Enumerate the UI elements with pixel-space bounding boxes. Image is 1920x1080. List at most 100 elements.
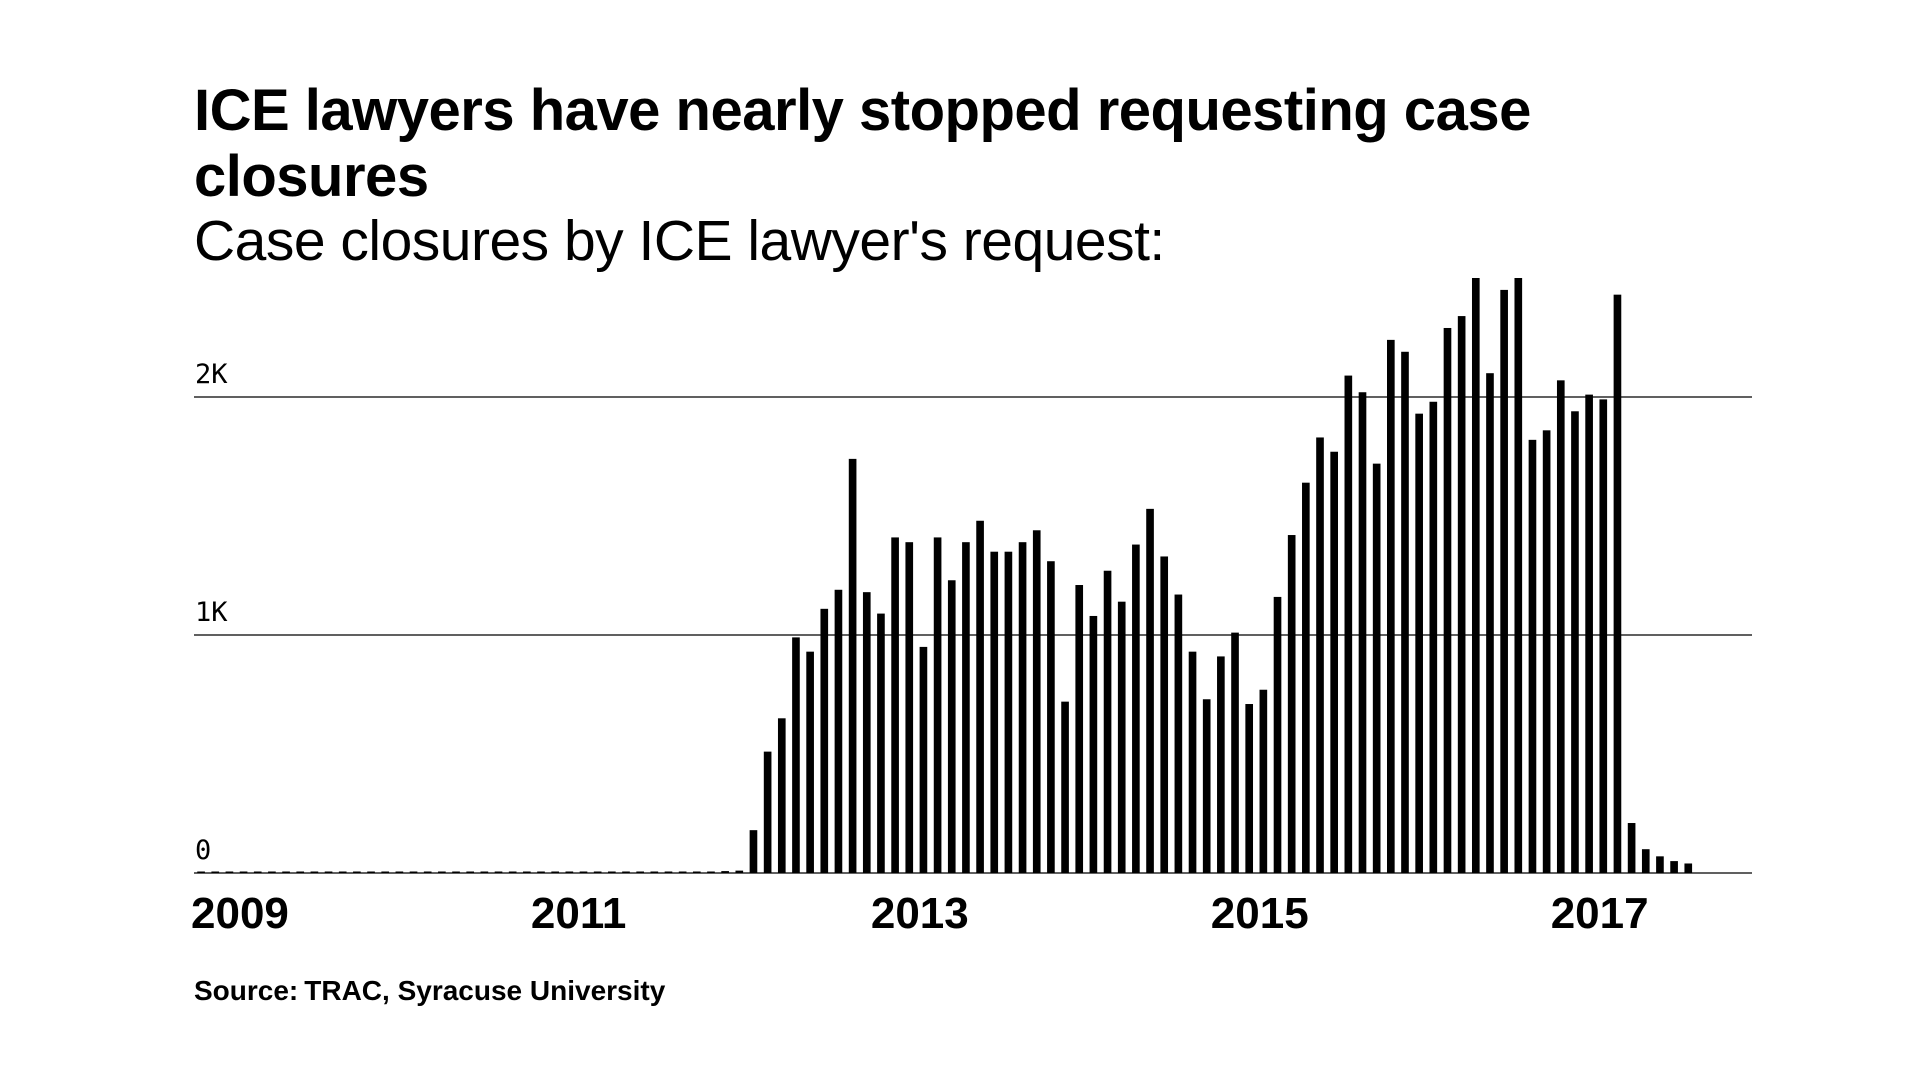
- source-note: Source: TRAC, Syracuse University: [194, 975, 665, 1007]
- y-tick-label: 1K: [195, 597, 228, 628]
- bar-2014-12: [1202, 699, 1211, 873]
- bar-2011-09: [650, 871, 659, 873]
- bar-2011-08: [636, 871, 644, 873]
- bar-2010-03: [395, 871, 404, 873]
- bar-2014-04: [1089, 615, 1098, 873]
- y-tick-label: 0: [195, 835, 211, 866]
- bar-2015-07: [1302, 482, 1310, 873]
- bar-2017-02: [1571, 411, 1579, 873]
- bar-2016-03: [1415, 413, 1423, 873]
- bar-2010-08: [466, 871, 475, 873]
- bar-2010-09: [480, 871, 489, 873]
- source-label: Source:: [194, 975, 299, 1006]
- bar-2010-10: [494, 871, 503, 873]
- bar-2011-05: [593, 871, 602, 873]
- bar-2017-07: [1641, 849, 1650, 873]
- bar-2014-11: [1188, 651, 1197, 873]
- bar-2017-01: [1556, 380, 1565, 873]
- bar-2011-06: [608, 871, 616, 873]
- bar-2013-07: [962, 542, 970, 873]
- bar-2015-12: [1372, 463, 1381, 873]
- bar-2011-01: [537, 871, 545, 873]
- x-tick-label: 2011: [531, 889, 626, 938]
- bar-2016-12: [1542, 430, 1551, 873]
- bar-2013-02: [891, 537, 899, 873]
- bar-2012-07: [792, 637, 800, 873]
- bar-2011-04: [579, 871, 588, 873]
- bar-2010-06: [438, 871, 446, 873]
- bar-2009-08: [296, 871, 305, 873]
- bar-2015-05: [1273, 596, 1282, 873]
- bar-2016-10: [1514, 278, 1523, 873]
- bar-2013-11: [1018, 542, 1027, 873]
- bar-2013-01: [877, 613, 885, 873]
- source-value: TRAC, Syracuse University: [304, 975, 666, 1006]
- bar-2014-09: [1160, 556, 1169, 873]
- x-tick-label: 2017: [1551, 889, 1649, 938]
- bar-2009-12: [353, 871, 361, 873]
- bar-2015-06: [1287, 535, 1296, 873]
- chart-title: ICE lawyers have nearly stopped requesti…: [194, 78, 1531, 209]
- bar-2016-05: [1443, 327, 1452, 874]
- bar-2015-10: [1344, 375, 1353, 873]
- bar-2014-02: [1061, 701, 1069, 873]
- bar-2016-11: [1528, 439, 1537, 873]
- bar-2010-01: [367, 871, 375, 873]
- bar-2014-03: [1075, 585, 1084, 873]
- bar-2011-07: [622, 871, 630, 873]
- bar-2016-02: [1401, 351, 1409, 873]
- bar-2014-08: [1146, 508, 1154, 873]
- bar-2014-01: [1047, 561, 1055, 873]
- bar-2016-07: [1471, 278, 1480, 873]
- bar-2012-11: [848, 458, 857, 873]
- bar-2016-04: [1429, 401, 1438, 873]
- bar-2011-03: [565, 871, 574, 873]
- bar-2012-05: [763, 751, 772, 873]
- bar-2009-07: [282, 871, 290, 873]
- bar-2016-09: [1500, 289, 1508, 873]
- bar-2013-09: [990, 551, 999, 873]
- bar-2013-05: [933, 537, 942, 873]
- bar-2012-12: [862, 592, 871, 873]
- bar-2017-03: [1585, 394, 1593, 873]
- bar-2014-06: [1117, 601, 1126, 873]
- bar-2009-05: [253, 871, 262, 873]
- x-tick-label: 2009: [191, 889, 289, 938]
- bar-2012-03: [735, 870, 744, 873]
- bar-2015-11: [1358, 392, 1367, 873]
- bar-2014-10: [1174, 594, 1183, 873]
- bar-2010-05: [423, 871, 432, 873]
- bar-2010-12: [523, 871, 531, 873]
- bar-2017-06: [1627, 823, 1636, 873]
- bar-2013-10: [1004, 551, 1013, 873]
- bar-2015-03: [1245, 704, 1254, 873]
- bar-2017-10: [1684, 863, 1693, 873]
- bar-2017-04: [1599, 399, 1608, 873]
- bar-2012-06: [777, 718, 786, 873]
- x-tick-label: 2013: [871, 889, 969, 938]
- bar-2016-06: [1457, 316, 1466, 874]
- bar-2012-04: [749, 830, 758, 873]
- bar-2009-09: [310, 871, 319, 873]
- bar-2011-02: [551, 871, 559, 873]
- bar-2013-06: [947, 580, 956, 873]
- x-tick-label: 2015: [1211, 889, 1309, 938]
- bar-2009-11: [338, 871, 347, 873]
- bar-2009-03: [225, 871, 234, 873]
- bar-2012-02: [721, 871, 729, 873]
- bar-2011-12: [692, 871, 701, 873]
- bar-2015-02: [1231, 632, 1239, 873]
- bar-2015-08: [1316, 437, 1324, 873]
- bar-2014-05: [1103, 570, 1112, 873]
- bar-2013-08: [976, 520, 984, 873]
- bar-2010-02: [381, 871, 390, 873]
- bar-2012-10: [834, 589, 843, 873]
- bar-2013-04: [919, 646, 928, 873]
- bar-2016-08: [1486, 373, 1494, 873]
- bar-2012-08: [806, 651, 814, 873]
- bar-2011-10: [664, 871, 673, 873]
- bar-2014-07: [1132, 544, 1140, 873]
- bar-2009-04: [239, 871, 248, 873]
- bar-2010-04: [409, 871, 418, 873]
